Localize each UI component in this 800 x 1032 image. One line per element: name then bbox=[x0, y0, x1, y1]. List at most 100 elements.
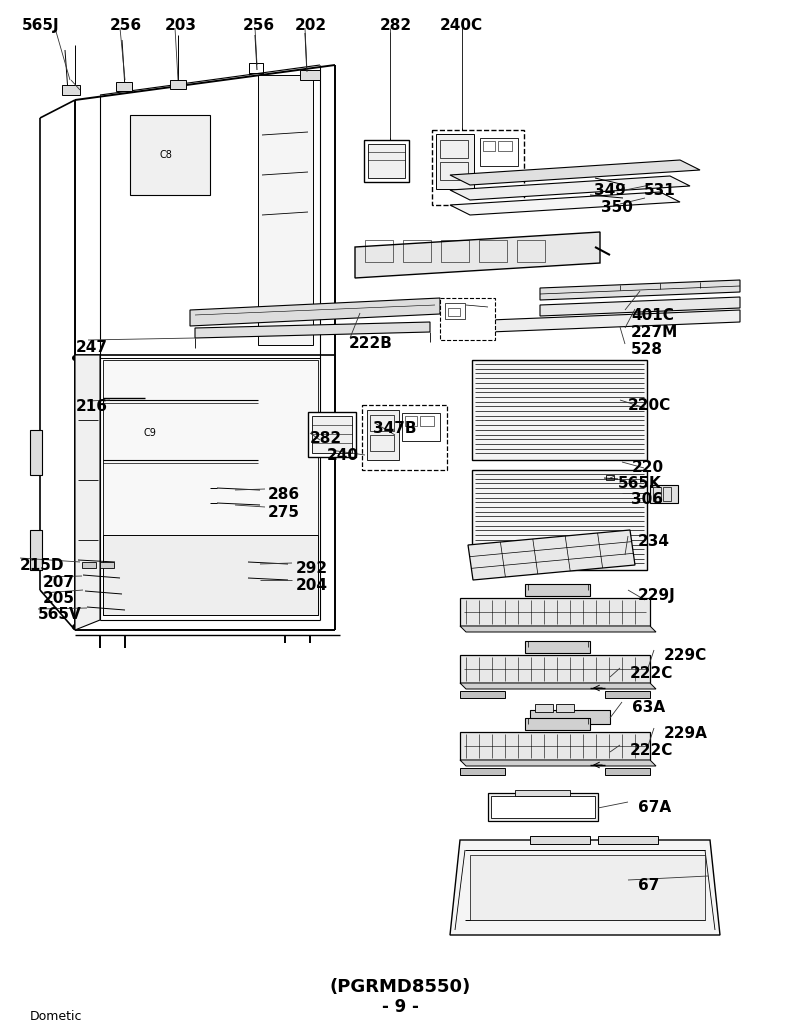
Bar bbox=[605, 691, 650, 698]
Bar bbox=[103, 535, 318, 615]
Bar bbox=[530, 710, 610, 724]
Bar bbox=[470, 854, 705, 920]
Polygon shape bbox=[450, 840, 720, 935]
Text: 67A: 67A bbox=[638, 800, 671, 815]
Bar bbox=[368, 144, 405, 178]
Text: 528: 528 bbox=[631, 342, 663, 357]
Bar bbox=[650, 485, 678, 503]
Bar bbox=[460, 598, 650, 626]
Circle shape bbox=[72, 355, 78, 361]
Bar bbox=[525, 641, 590, 653]
Bar bbox=[488, 793, 598, 821]
Text: 222C: 222C bbox=[630, 743, 674, 757]
Text: 205: 205 bbox=[43, 591, 75, 606]
Text: 286: 286 bbox=[268, 487, 300, 502]
Bar bbox=[556, 704, 574, 712]
Bar bbox=[460, 768, 505, 775]
Bar bbox=[525, 584, 590, 596]
Text: 350: 350 bbox=[601, 200, 633, 215]
Text: 247: 247 bbox=[76, 340, 108, 355]
Bar bbox=[365, 240, 393, 262]
Text: 203: 203 bbox=[165, 18, 197, 33]
Text: 565J: 565J bbox=[22, 18, 60, 33]
Bar bbox=[472, 360, 647, 460]
Text: 401C: 401C bbox=[631, 308, 674, 323]
Bar bbox=[448, 308, 460, 316]
Text: 347B: 347B bbox=[373, 421, 417, 436]
Bar bbox=[441, 240, 469, 262]
Bar bbox=[170, 80, 186, 89]
Text: 220C: 220C bbox=[628, 398, 671, 413]
Polygon shape bbox=[450, 160, 700, 185]
Bar bbox=[460, 732, 650, 760]
Polygon shape bbox=[468, 530, 635, 580]
Bar bbox=[362, 405, 447, 470]
Bar bbox=[100, 562, 114, 568]
Text: 240: 240 bbox=[327, 448, 359, 463]
Bar bbox=[403, 240, 431, 262]
Text: 256: 256 bbox=[110, 18, 142, 33]
Bar bbox=[440, 162, 468, 180]
Bar bbox=[498, 141, 512, 151]
Bar bbox=[517, 240, 545, 262]
Text: - 9 -: - 9 - bbox=[382, 998, 418, 1015]
Text: 306: 306 bbox=[631, 492, 663, 507]
Text: 63A: 63A bbox=[632, 700, 665, 715]
Text: Dometic: Dometic bbox=[30, 1010, 82, 1023]
Bar bbox=[420, 416, 434, 426]
Text: (PGRMD8550): (PGRMD8550) bbox=[330, 978, 470, 996]
Polygon shape bbox=[460, 760, 656, 766]
Bar bbox=[312, 416, 352, 453]
Polygon shape bbox=[355, 232, 600, 278]
Bar bbox=[460, 691, 505, 698]
Bar bbox=[460, 655, 650, 683]
Bar bbox=[491, 796, 595, 818]
Bar bbox=[606, 475, 614, 480]
Text: 207: 207 bbox=[43, 575, 75, 590]
Bar bbox=[605, 768, 650, 775]
Text: 256: 256 bbox=[243, 18, 275, 33]
Bar bbox=[525, 718, 590, 730]
Text: 565K: 565K bbox=[618, 476, 662, 491]
Text: C9: C9 bbox=[143, 428, 156, 438]
Polygon shape bbox=[75, 355, 100, 630]
Text: 229A: 229A bbox=[664, 725, 708, 741]
Text: 222C: 222C bbox=[630, 666, 674, 681]
Polygon shape bbox=[460, 626, 656, 632]
Circle shape bbox=[72, 624, 78, 630]
Bar bbox=[653, 487, 661, 501]
Polygon shape bbox=[540, 297, 740, 316]
Text: 229C: 229C bbox=[664, 648, 707, 663]
Text: 565V: 565V bbox=[38, 607, 82, 622]
Bar bbox=[116, 82, 132, 91]
Bar bbox=[440, 140, 468, 158]
Bar bbox=[308, 412, 356, 457]
Polygon shape bbox=[460, 683, 656, 689]
Bar bbox=[535, 704, 553, 712]
Polygon shape bbox=[190, 298, 440, 326]
Text: 275: 275 bbox=[268, 505, 300, 520]
Bar bbox=[436, 134, 474, 189]
Text: 349: 349 bbox=[594, 183, 626, 198]
Bar bbox=[370, 415, 394, 431]
Polygon shape bbox=[195, 322, 430, 338]
Text: 220: 220 bbox=[632, 460, 664, 475]
Bar bbox=[130, 115, 210, 195]
Bar bbox=[258, 75, 313, 345]
Text: 282: 282 bbox=[380, 18, 412, 33]
Bar bbox=[30, 530, 42, 570]
Bar bbox=[30, 430, 42, 475]
Text: 67: 67 bbox=[638, 878, 659, 893]
Polygon shape bbox=[450, 176, 690, 200]
Text: 282: 282 bbox=[310, 431, 342, 446]
Bar bbox=[249, 63, 263, 73]
Text: 292: 292 bbox=[296, 561, 328, 576]
Bar bbox=[402, 413, 440, 441]
Bar bbox=[364, 140, 409, 182]
Bar bbox=[405, 416, 417, 426]
Bar bbox=[300, 70, 320, 80]
Bar bbox=[472, 470, 647, 570]
Bar bbox=[483, 141, 495, 151]
Bar bbox=[480, 138, 518, 166]
Bar bbox=[432, 130, 524, 205]
